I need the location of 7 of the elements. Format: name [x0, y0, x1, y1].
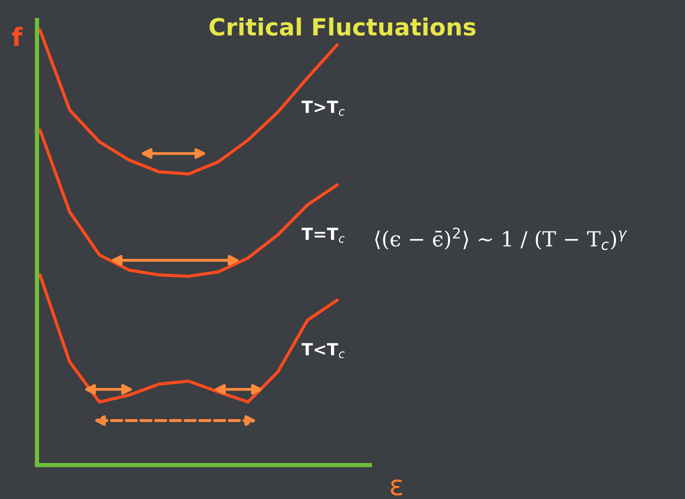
- series-label: T>T$_{c}$: [302, 100, 345, 116]
- y-axis-title: f: [12, 26, 23, 46]
- series-label: T=T$_{c}$: [302, 228, 345, 243]
- chart-title: Critical Fluctuations: [210, 17, 476, 36]
- x-axis-title: ε: [390, 480, 402, 496]
- series-label: T<T$_{c}$: [302, 343, 345, 358]
- text: ⟨(ϵ − ϵ̄)$^{2}$⟩ ∼ 1 / (T − T$_{c}$)$^{γ}$: [375, 228, 628, 250]
